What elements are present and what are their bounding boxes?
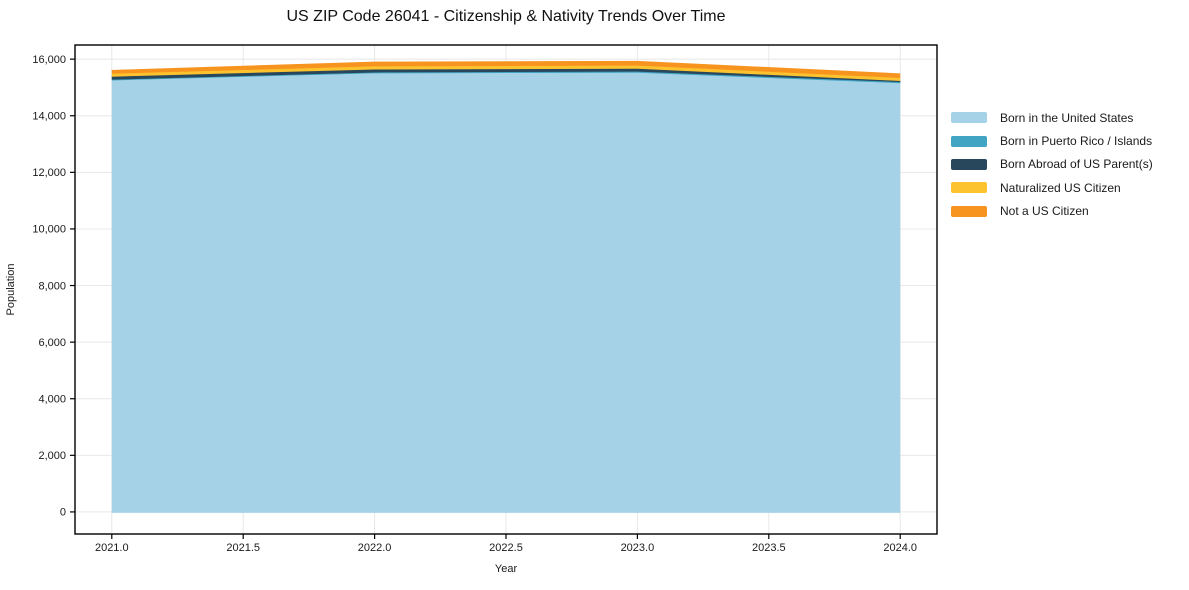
legend-item-2: Born Abroad of US Parent(s)	[951, 153, 1153, 176]
legend-item-3: Naturalized US Citizen	[951, 176, 1153, 199]
axes: 0 2,000 4,000 6,000 8,000 10,000 12,000 14,000 1…	[5, 54, 917, 575]
y-tick-label: 8,000	[38, 280, 66, 292]
legend-label: Not a US Citizen	[1000, 204, 1089, 219]
x-tick-label: 2024.0	[883, 542, 917, 554]
chart-title: US ZIP Code 26041 - Citizenship & Nativi…	[286, 8, 726, 25]
y-tick-label: 16,000	[32, 54, 66, 66]
x-tick-label: 2023.5	[752, 542, 786, 554]
y-tick-label: 0	[60, 507, 66, 519]
area-edge-series-4	[111, 60, 901, 75]
x-tick-label: 2021.5	[226, 542, 260, 554]
legend-swatch-icon	[951, 135, 987, 147]
y-tick-label: 2,000	[38, 450, 66, 462]
legend: Born in the United States Born in Puerto …	[951, 106, 1153, 223]
stacked-areas	[111, 60, 901, 513]
x-tick-label: 2022.5	[489, 542, 523, 554]
x-tick-label: 2022.0	[358, 542, 392, 554]
legend-label: Born in the United States	[1000, 110, 1134, 125]
legend-item-0: Born in the United States	[951, 106, 1153, 129]
legend-item-1: Born in Puerto Rico / Islands	[951, 129, 1153, 152]
legend-swatch-icon	[951, 182, 987, 194]
legend-label: Naturalized US Citizen	[1000, 180, 1121, 195]
y-tick-label: 12,000	[32, 167, 66, 179]
legend-swatch-icon	[951, 112, 987, 124]
y-axis-label: Population	[5, 264, 17, 316]
y-tick-label: 10,000	[32, 224, 66, 236]
legend-label: Born in Puerto Rico / Islands	[1000, 134, 1153, 149]
y-tick-label: 4,000	[38, 393, 66, 405]
y-tick-label: 6,000	[38, 337, 66, 349]
legend-swatch-icon	[951, 205, 987, 217]
legend-item-4: Not a US Citizen	[951, 200, 1153, 223]
legend-label: Born Abroad of US Parent(s)	[1000, 157, 1153, 172]
legend-swatch-icon	[951, 158, 987, 170]
x-axis-label: Year	[495, 563, 518, 575]
x-tick-label: 2021.0	[95, 542, 129, 554]
area-series-4	[111, 61, 901, 78]
x-tick-label: 2023.0	[621, 542, 655, 554]
area-series-0	[111, 72, 901, 512]
y-tick-label: 14,000	[32, 110, 66, 122]
